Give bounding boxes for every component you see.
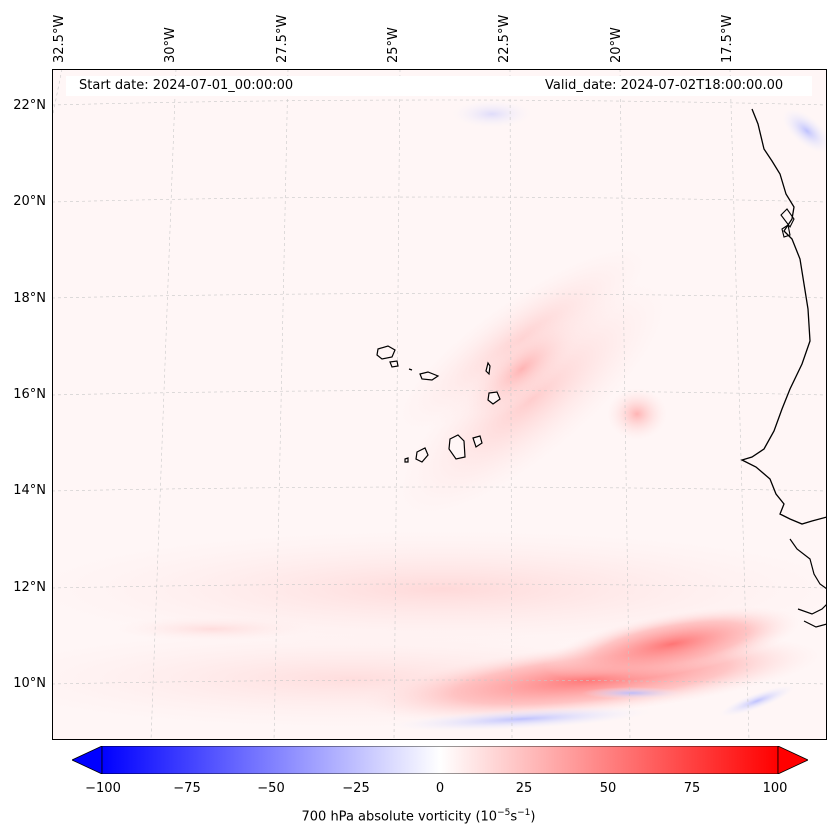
lat-label-14n: 14°N: [13, 483, 46, 498]
start-date: Start date: 2024-07-01_00:00:00: [79, 78, 294, 93]
lon-label-20w: 20°W: [609, 27, 624, 63]
tick-100: 100: [762, 781, 788, 796]
lon-label-17-5w: 17.5°W: [720, 14, 735, 63]
cape-verde-islands: [376, 345, 501, 463]
colorbar-high-arrow: [777, 746, 808, 774]
colorbar-label: 700 hPa absolute vorticity (10−5s−1): [301, 808, 536, 825]
colorbar-low-arrow: [72, 746, 103, 774]
colorbar-ticks: −100 −75 −50 −25 0 25 50 75 100: [0, 781, 837, 801]
map-border: [52, 69, 827, 740]
tick-minus-25: −25: [342, 781, 370, 796]
lat-label-12n: 12°N: [13, 580, 46, 595]
lat-label-22n: 22°N: [13, 98, 46, 113]
lat-label-10n: 10°N: [13, 676, 46, 691]
graticule: [52, 69, 827, 740]
lat-label-18n: 18°N: [13, 291, 46, 306]
valid-date: Valid_date: 2024-07-02T18:00:00.00: [545, 78, 784, 93]
colorbar: [72, 746, 808, 774]
lon-label-30w: 30°W: [163, 27, 178, 63]
header-backdrop: [66, 76, 812, 96]
african-coastline: [740, 108, 827, 525]
tick-25: 25: [515, 781, 533, 796]
lon-label-32-5w: 32.5°W: [52, 14, 67, 63]
islands-coast: [780, 208, 795, 238]
guinea-coast: [789, 538, 827, 628]
lon-label-22-5w: 22.5°W: [497, 14, 512, 63]
tick-0: 0: [435, 781, 445, 796]
lon-label-27-5w: 27.5°W: [275, 14, 290, 63]
tick-75: 75: [683, 781, 701, 796]
vorticity-map: [52, 69, 827, 740]
tick-minus-75: −75: [173, 781, 201, 796]
tick-minus-100: −100: [85, 781, 121, 796]
lat-label-16n: 16°N: [13, 387, 46, 402]
tick-50: 50: [599, 781, 617, 796]
lon-label-25w: 25°W: [386, 27, 401, 63]
vorticity-field: [52, 100, 827, 732]
tick-minus-50: −50: [257, 781, 285, 796]
lat-label-20n: 20°N: [13, 194, 46, 209]
colorbar-gradient: [101, 746, 779, 774]
